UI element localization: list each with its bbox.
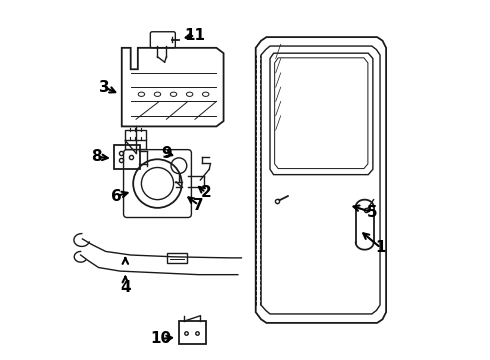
Text: 5: 5 bbox=[367, 204, 377, 220]
Text: 2: 2 bbox=[200, 185, 211, 200]
Text: 7: 7 bbox=[193, 198, 204, 212]
Text: 8: 8 bbox=[92, 149, 102, 164]
Ellipse shape bbox=[171, 92, 177, 96]
Text: 4: 4 bbox=[120, 280, 131, 295]
Text: 1: 1 bbox=[375, 240, 386, 255]
Text: 3: 3 bbox=[98, 80, 109, 95]
Ellipse shape bbox=[154, 92, 161, 96]
Ellipse shape bbox=[202, 92, 209, 96]
Ellipse shape bbox=[186, 92, 193, 96]
Text: 10: 10 bbox=[150, 332, 172, 346]
FancyBboxPatch shape bbox=[124, 139, 146, 149]
Ellipse shape bbox=[138, 92, 145, 96]
Text: 6: 6 bbox=[111, 189, 122, 203]
FancyBboxPatch shape bbox=[124, 130, 146, 140]
Text: 11: 11 bbox=[185, 28, 205, 43]
Text: 9: 9 bbox=[161, 146, 172, 161]
FancyBboxPatch shape bbox=[168, 252, 187, 263]
Bar bbox=[179, 321, 206, 344]
